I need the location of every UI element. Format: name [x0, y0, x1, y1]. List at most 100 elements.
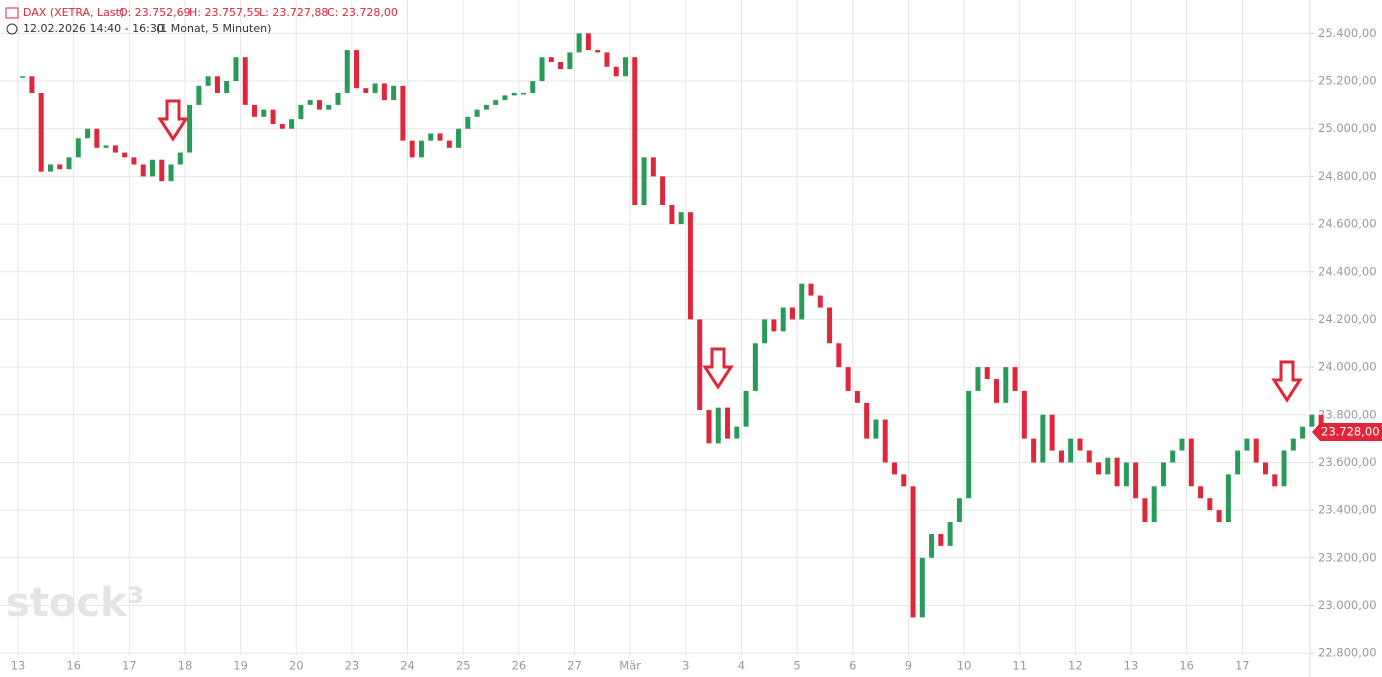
candle — [1123, 462, 1129, 487]
candle — [85, 128, 91, 139]
candle — [669, 205, 675, 225]
x-tick-label: 12 — [1068, 659, 1083, 673]
candle — [1160, 462, 1166, 487]
candle — [650, 157, 656, 177]
candle — [771, 319, 777, 332]
candle — [38, 92, 44, 172]
candle — [372, 83, 378, 93]
candle — [75, 138, 81, 158]
candle — [1021, 390, 1027, 439]
candle — [975, 367, 981, 391]
candle — [1114, 457, 1120, 487]
candle — [409, 140, 415, 158]
candle — [734, 426, 740, 439]
candle — [140, 164, 146, 177]
candle — [66, 157, 72, 170]
candle — [548, 57, 554, 62]
candle — [242, 57, 248, 105]
candle — [289, 119, 295, 129]
x-tick-label: 3 — [682, 659, 689, 673]
candle — [1262, 462, 1268, 475]
candle — [845, 367, 851, 391]
candle — [966, 390, 972, 499]
candle — [224, 81, 230, 93]
candle — [1096, 462, 1102, 475]
candle — [307, 100, 313, 105]
candle — [418, 140, 424, 158]
candle — [1272, 474, 1278, 487]
candle — [233, 57, 239, 82]
candle — [1235, 450, 1241, 475]
candle — [1179, 438, 1185, 451]
candle — [363, 88, 369, 93]
candle — [891, 462, 897, 475]
low: L: 23.727,88 — [259, 6, 328, 19]
candle — [623, 57, 629, 77]
close: C: 23.728,00 — [327, 6, 398, 19]
candle — [956, 498, 962, 523]
y-tick-label: 25.000,00 — [1318, 121, 1377, 135]
candle — [660, 176, 666, 206]
price-tag — [1312, 422, 1382, 441]
candle — [344, 50, 350, 93]
x-tick-label: 17 — [1235, 659, 1250, 673]
candle — [1012, 367, 1018, 391]
candle — [520, 92, 526, 95]
candle — [632, 57, 638, 206]
x-tick-label: 13 — [1124, 659, 1139, 673]
candle — [697, 319, 703, 411]
candle — [391, 85, 397, 101]
candle — [558, 61, 564, 70]
candle — [1216, 510, 1222, 523]
candle — [1058, 450, 1064, 463]
candle — [316, 100, 322, 110]
candle — [511, 92, 517, 96]
candle — [808, 283, 814, 296]
candle — [1244, 438, 1250, 451]
header: DAX (XETRA, Last) O: 23.752,69 H: 23.757… — [5, 6, 398, 35]
candle — [641, 157, 647, 206]
candle — [1151, 486, 1157, 523]
price-label: 23.728,00 — [1321, 424, 1380, 438]
candle — [1003, 367, 1009, 403]
candle — [483, 104, 489, 110]
candle — [938, 533, 944, 546]
x-tick-label: 13 — [11, 659, 26, 673]
candle — [706, 410, 712, 444]
candle — [252, 104, 258, 117]
candle — [743, 390, 749, 427]
candle — [595, 50, 601, 53]
arrows — [157, 99, 1303, 403]
candle — [279, 123, 285, 129]
candle — [177, 152, 183, 165]
candle — [1225, 474, 1231, 523]
arrow — [1271, 360, 1303, 403]
icon — [5, 7, 19, 19]
candle — [752, 343, 758, 391]
candle — [1031, 438, 1037, 463]
candle — [919, 557, 925, 618]
candle — [187, 104, 193, 153]
candle — [817, 295, 823, 308]
candle — [725, 407, 731, 439]
x-tick-label: 26 — [512, 659, 527, 673]
candle — [214, 76, 220, 93]
x-tick-label: Mär — [619, 659, 641, 673]
candle — [836, 343, 842, 368]
candle — [1142, 498, 1148, 523]
candle — [1290, 438, 1296, 451]
candle — [1068, 438, 1074, 463]
candle — [428, 133, 434, 141]
x-tick-label: 4 — [738, 659, 745, 673]
candle — [354, 50, 360, 89]
candle — [196, 85, 202, 105]
candle — [1198, 486, 1204, 499]
candle — [1086, 450, 1092, 463]
candle — [456, 128, 462, 148]
y-tick-label: 24.800,00 — [1318, 169, 1377, 183]
candle — [1300, 426, 1306, 439]
candle — [298, 104, 304, 120]
candle — [1133, 462, 1139, 499]
y-tick-label: 23.000,00 — [1318, 598, 1377, 612]
candle — [994, 379, 1000, 403]
